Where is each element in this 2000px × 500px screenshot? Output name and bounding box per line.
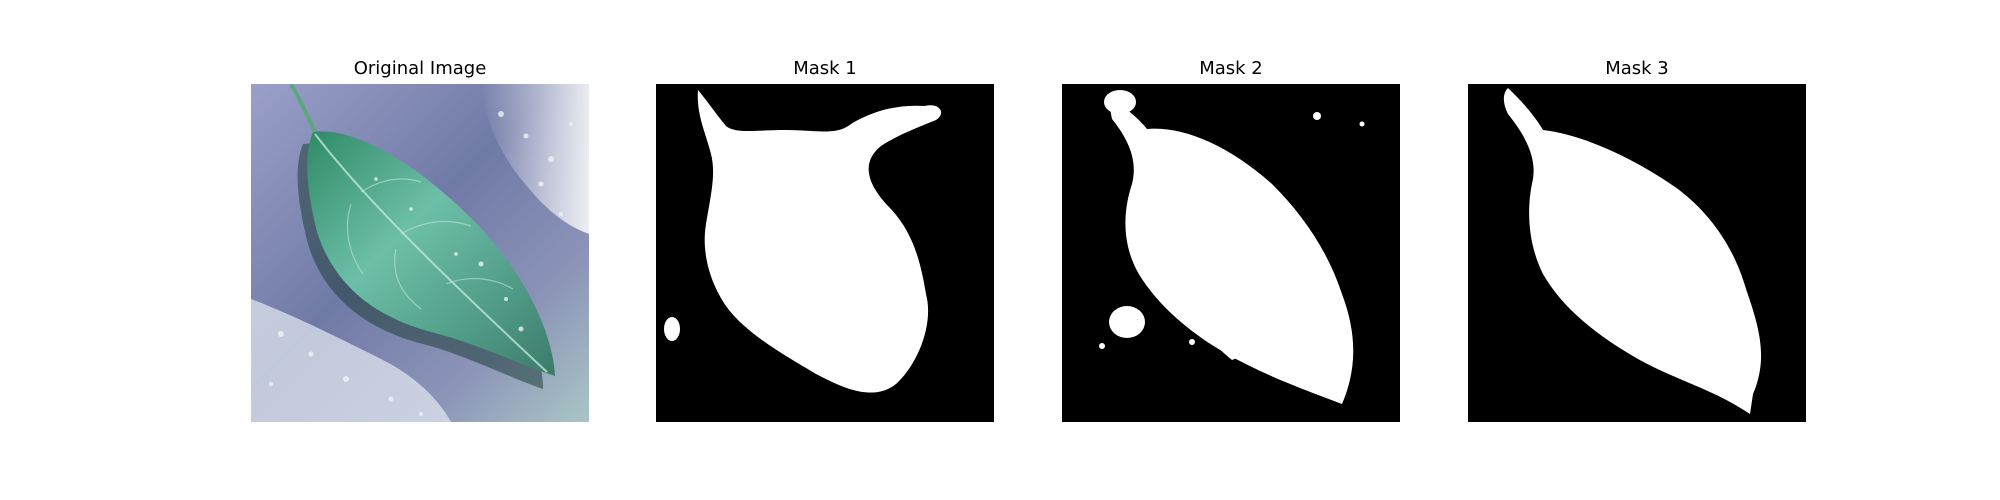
panel-title-mask-2: Mask 2 bbox=[1199, 58, 1263, 79]
mask-3 bbox=[1468, 84, 1806, 422]
mask-2-image bbox=[1062, 84, 1400, 422]
panel-title-mask-1: Mask 1 bbox=[793, 58, 857, 79]
mask-3-image bbox=[1468, 84, 1806, 422]
panel-title-original: Original Image bbox=[353, 58, 487, 79]
panel-title-mask-3: Mask 3 bbox=[1605, 58, 1669, 79]
original-image bbox=[251, 84, 589, 422]
mask-1 bbox=[656, 84, 994, 422]
leaf-photo bbox=[251, 84, 589, 422]
mask-2 bbox=[1062, 84, 1400, 422]
mask-1-image bbox=[656, 84, 994, 422]
